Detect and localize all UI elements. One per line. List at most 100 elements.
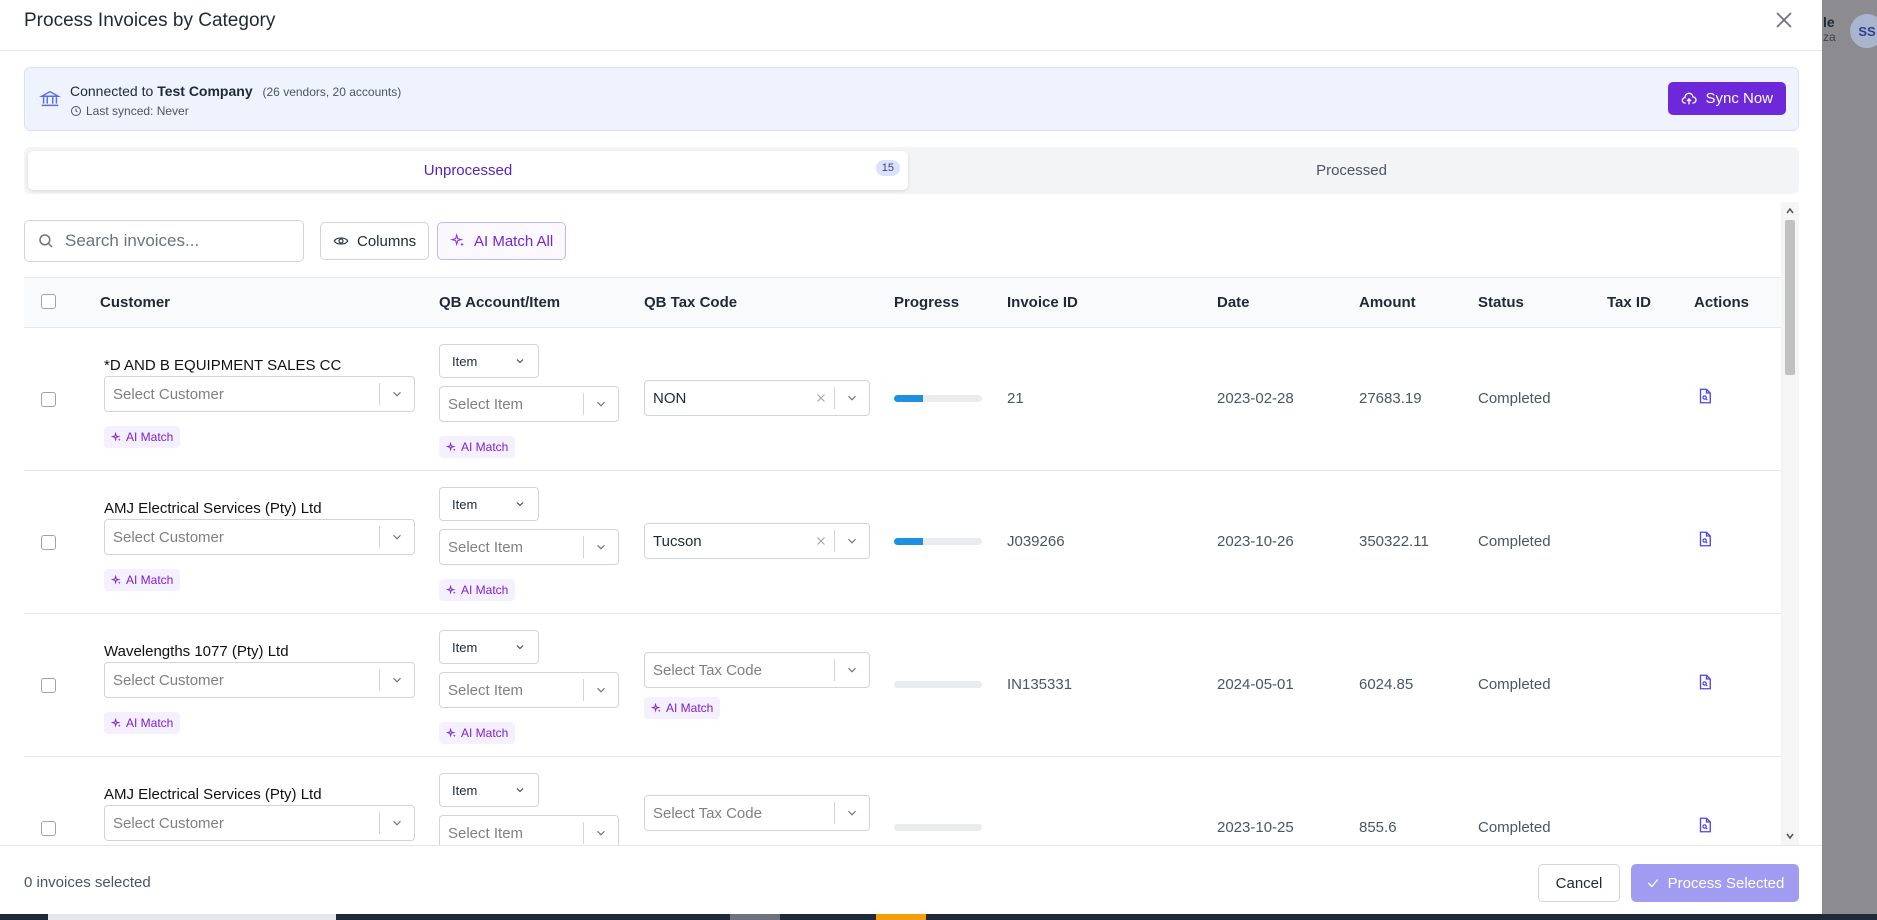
tax-code-select[interactable]: Tucson: [644, 523, 870, 559]
search-input[interactable]: [65, 231, 285, 251]
ai-match-customer-button[interactable]: AI Match: [104, 712, 181, 734]
column-header-customer[interactable]: Customer: [100, 294, 171, 311]
ai-match-customer-button[interactable]: AI Match: [104, 426, 181, 448]
avatar: SS: [1850, 14, 1877, 48]
tax-code-select[interactable]: Select Tax Code: [644, 652, 870, 688]
chevron-down-icon: [597, 830, 605, 836]
tax-code-value: NON: [653, 389, 687, 407]
ai-match-all-button[interactable]: AI Match All: [437, 222, 567, 260]
row-checkbox[interactable]: [41, 535, 56, 550]
item-select[interactable]: Select Item: [439, 386, 619, 422]
sync-now-button[interactable]: Sync Now: [1668, 82, 1786, 115]
tab-unprocessed[interactable]: Unprocessed 15: [28, 151, 908, 190]
view-invoice-button[interactable]: [1696, 815, 1714, 835]
ai-match-tax-button[interactable]: AI Match: [644, 697, 721, 719]
check-icon: [1647, 879, 1658, 888]
document-view-icon: [1699, 674, 1711, 690]
background-user-sub: za: [1823, 30, 1836, 44]
ai-match-all-label: AI Match All: [474, 232, 554, 250]
last-synced: Last synced: Never: [70, 104, 189, 118]
ai-match-customer-button[interactable]: AI Match: [104, 569, 181, 591]
clock-icon: [71, 106, 81, 116]
customer-select[interactable]: Select Customer: [104, 376, 415, 412]
table-row: AMJ Electrical Services (Pty) Ltd Select …: [24, 757, 1781, 845]
account-type-select[interactable]: Item: [439, 630, 539, 664]
customer-placeholder: Select Customer: [113, 528, 224, 546]
connection-status: Connected to Test Company (26 vendors, 2…: [70, 83, 401, 99]
invoice-amount: 855.6: [1359, 819, 1397, 836]
view-invoice-button[interactable]: [1696, 672, 1714, 692]
sparkles-icon: [111, 574, 121, 585]
column-header-actions: Actions: [1694, 294, 1750, 311]
chevron-down-icon: [848, 538, 856, 544]
column-header-date[interactable]: Date: [1217, 294, 1250, 311]
close-button[interactable]: [1772, 8, 1796, 32]
invoice-amount: 27683.19: [1359, 390, 1422, 407]
progress-bar: [894, 681, 982, 688]
account-type-select[interactable]: Item: [439, 487, 539, 521]
sync-now-label: Sync Now: [1705, 90, 1773, 107]
customer-select[interactable]: Select Customer: [104, 805, 415, 841]
ai-match-item-button[interactable]: AI Match: [439, 722, 516, 744]
invoice-status: Completed: [1478, 819, 1551, 836]
scroll-down-icon: [1786, 833, 1794, 840]
chevron-down-icon: [848, 810, 856, 816]
ai-match-label: AI Match: [126, 430, 174, 444]
progress-fill: [894, 395, 924, 402]
tax-code-placeholder: Select Tax Code: [653, 804, 762, 822]
account-type-select[interactable]: Item: [439, 773, 539, 807]
view-invoice-button[interactable]: [1696, 529, 1714, 549]
customer-name: *D AND B EQUIPMENT SALES CC: [104, 357, 342, 374]
company-name: Test Company: [157, 83, 253, 99]
column-header-qb-tax-code[interactable]: QB Tax Code: [644, 294, 738, 311]
table-scrollbar[interactable]: [1781, 202, 1799, 845]
account-type-value: Item: [452, 639, 478, 655]
sparkles-icon: [450, 233, 464, 247]
column-header-qb-account[interactable]: QB Account/Item: [439, 294, 561, 311]
sparkles-icon: [111, 431, 121, 442]
clear-tax-code[interactable]: [808, 392, 834, 404]
view-invoice-button[interactable]: [1696, 386, 1714, 406]
invoice-date: 2023-02-28: [1217, 390, 1294, 407]
cancel-button[interactable]: Cancel: [1538, 864, 1620, 902]
column-header-amount[interactable]: Amount: [1359, 294, 1416, 311]
row-checkbox[interactable]: [41, 678, 56, 693]
column-header-invoice-id[interactable]: Invoice ID: [1007, 294, 1078, 311]
scrollbar-thumb[interactable]: [1785, 220, 1795, 375]
chevron-down-icon: [516, 359, 524, 364]
modal-title: Process Invoices by Category: [24, 10, 276, 31]
tab-processed[interactable]: Processed: [908, 151, 1795, 190]
customer-placeholder: Select Customer: [113, 385, 224, 403]
customer-select[interactable]: Select Customer: [104, 519, 415, 555]
ai-match-item-button[interactable]: AI Match: [439, 579, 516, 601]
taskbar-strip: [0, 914, 1877, 920]
chevron-down-icon: [516, 645, 524, 650]
column-header-tax-id[interactable]: Tax ID: [1607, 294, 1651, 311]
item-select[interactable]: Select Item: [439, 672, 619, 708]
item-select[interactable]: Select Item: [439, 529, 619, 565]
chevron-down-icon: [516, 502, 524, 507]
customer-placeholder: Select Customer: [113, 814, 224, 832]
tax-code-select[interactable]: Select Tax Code: [644, 795, 870, 831]
customer-select[interactable]: Select Customer: [104, 662, 415, 698]
progress-bar: [894, 395, 982, 402]
select-all-checkbox[interactable]: [41, 294, 56, 309]
invoice-date: 2023-10-25: [1217, 819, 1294, 836]
row-checkbox[interactable]: [41, 392, 56, 407]
item-select[interactable]: Select Item: [439, 815, 619, 845]
column-header-status[interactable]: Status: [1478, 294, 1524, 311]
clear-tax-code[interactable]: [808, 535, 834, 547]
invoice-status: Completed: [1478, 533, 1551, 550]
column-header-progress[interactable]: Progress: [894, 294, 960, 311]
connection-banner: Connected to Test Company (26 vendors, 2…: [24, 67, 1799, 131]
account-type-select[interactable]: Item: [439, 344, 539, 378]
ai-match-item-button[interactable]: AI Match: [439, 436, 516, 458]
process-selected-button[interactable]: Process Selected: [1631, 864, 1799, 902]
scroll-up-icon: [1786, 207, 1794, 214]
row-checkbox[interactable]: [41, 821, 56, 836]
invoice-table-area: Columns AI Match All Customer QB Account…: [0, 202, 1800, 845]
invoice-date: 2023-10-26: [1217, 533, 1294, 550]
columns-button[interactable]: Columns: [320, 222, 430, 260]
process-selected-label: Process Selected: [1667, 874, 1785, 892]
tax-code-select[interactable]: NON: [644, 380, 870, 416]
